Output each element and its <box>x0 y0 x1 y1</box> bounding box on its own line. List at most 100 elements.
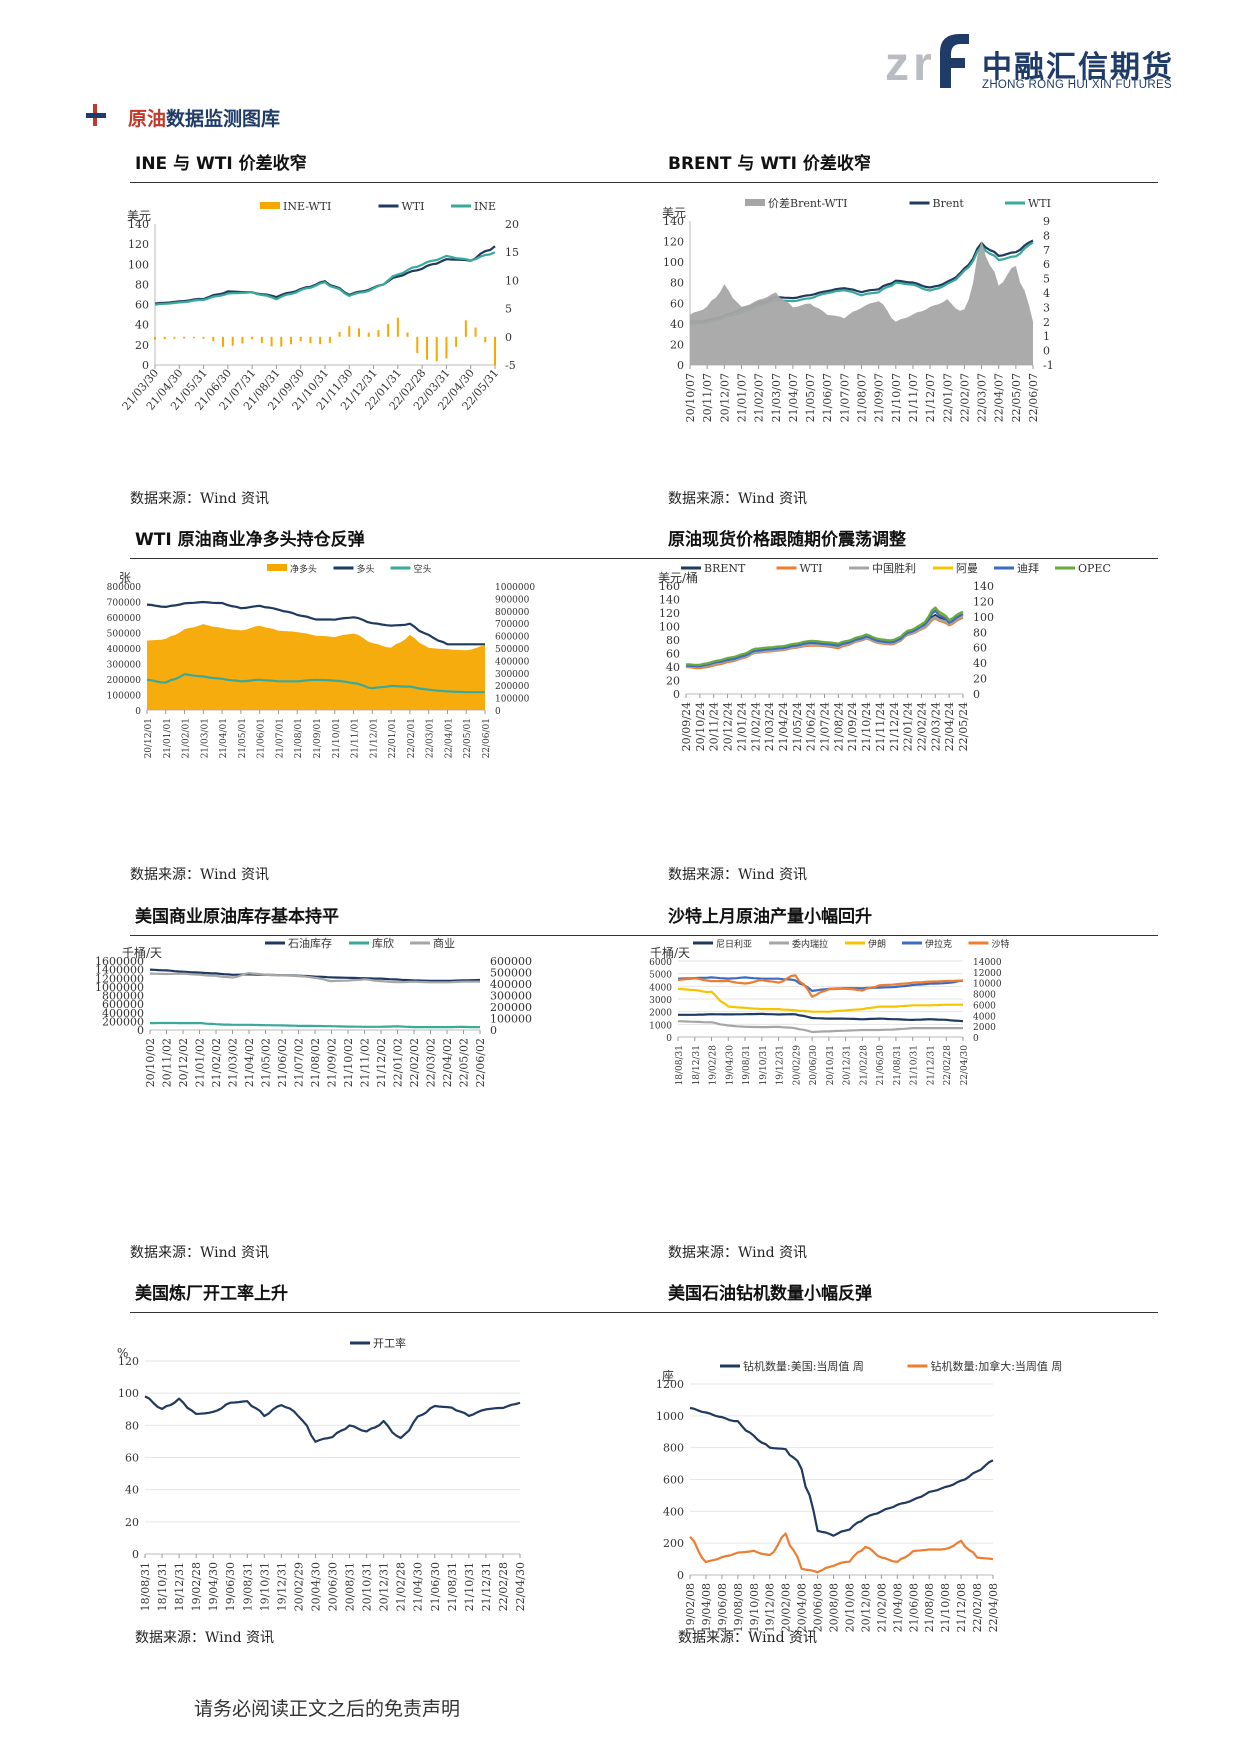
bar-mark <box>290 336 292 345</box>
y-tick-label: 100000 <box>107 692 142 702</box>
bar-mark <box>348 326 351 337</box>
bar-mark <box>474 327 477 337</box>
legend-label: 尼日利亚 <box>716 938 752 950</box>
x-tick-label: 19/04/30 <box>207 1562 220 1611</box>
line-series <box>146 673 485 694</box>
x-tick-label: 21/04/02 <box>243 1038 256 1087</box>
x-tick-label: 20/11/07 <box>701 373 714 422</box>
x-tick-label: 21/09/07 <box>873 373 886 422</box>
legend-label: WTI <box>1028 197 1051 210</box>
x-tick-label: 20/08/31 <box>344 1562 357 1611</box>
x-tick-label: 22/05/24 <box>957 702 970 751</box>
y2-tick-label: 100000 <box>490 1013 532 1026</box>
divider-row-2 <box>130 558 1158 559</box>
x-tick-label: 21/02/08 <box>875 1583 888 1632</box>
x-tick-label: 21/09/24 <box>846 702 859 751</box>
y-tick-label: 300000 <box>107 661 142 671</box>
bar-mark <box>416 336 419 354</box>
line-series <box>678 1012 964 1023</box>
x-tick-label: 21/11/24 <box>874 702 887 751</box>
legend-swatch <box>745 199 765 206</box>
x-tick-label: 21/10/07 <box>890 373 903 422</box>
x-tick-label: 21/03/01 <box>200 718 210 758</box>
x-tick-label: 20/10/24 <box>694 702 707 751</box>
y-tick-label: 200 <box>663 1537 684 1550</box>
divider-row-4 <box>130 1312 1158 1313</box>
x-tick-label: 21/06/30 <box>429 1562 442 1611</box>
y2-tick-label: 12000 <box>973 969 1002 979</box>
x-tick-label: 19/10/08 <box>748 1583 761 1632</box>
y2-tick-label: 140 <box>973 580 994 593</box>
x-tick-label: 21/07/01 <box>275 718 285 758</box>
y-tick-label: 400 <box>663 1505 684 1518</box>
x-tick-label: 21/09/02 <box>326 1038 339 1087</box>
x-tick-label: 22/04/02 <box>441 1038 454 1087</box>
bar-mark <box>270 336 273 347</box>
y2-tick-label: 600000 <box>495 633 530 643</box>
y-tick-label: 800000 <box>102 990 144 1003</box>
y-tick-label: 1000 <box>649 1021 672 1031</box>
line-series <box>685 606 964 666</box>
y-tick-label: 2000 <box>649 1009 672 1019</box>
x-tick-label: 21/01/24 <box>735 702 748 751</box>
x-tick-label: 22/03/24 <box>929 702 942 751</box>
x-tick-label: 21/08/01 <box>294 718 304 758</box>
x-tick-label: 21/01/02 <box>194 1038 207 1087</box>
y-tick-label: 1400000 <box>95 964 144 977</box>
x-tick-label: 18/10/31 <box>156 1562 169 1611</box>
y-tick-label: 800 <box>663 1442 684 1455</box>
x-tick-label: 19/12/08 <box>764 1583 777 1632</box>
x-tick-label: 22/03/07 <box>976 373 989 422</box>
y2-tick-label: 300000 <box>490 990 532 1003</box>
bar-mark <box>202 336 205 339</box>
y-axis-label: % <box>117 1346 128 1360</box>
x-tick-label: 21/10/24 <box>860 702 873 751</box>
x-tick-label: 22/02/28 <box>497 1562 510 1611</box>
y-tick-label: 6000 <box>649 958 672 968</box>
x-tick-label: 19/04/08 <box>700 1583 713 1632</box>
y2-tick-label: 8 <box>1043 229 1050 242</box>
y-tick-label: 40 <box>666 661 680 674</box>
bar-mark <box>212 336 215 342</box>
x-tick-label: 21/12/07 <box>924 373 937 422</box>
x-tick-label: 21/08/31 <box>893 1045 903 1085</box>
y-tick-label: 60 <box>135 299 149 312</box>
x-tick-label: 21/02/01 <box>182 718 192 758</box>
divider-row-1 <box>130 182 1158 183</box>
x-tick-label: 22/06/02 <box>474 1038 487 1087</box>
y2-tick-label: 1 <box>1043 330 1050 343</box>
source-note: 数据来源：Wind 资讯 <box>130 1245 270 1261</box>
bar-mark <box>387 323 390 337</box>
bar-mark <box>396 317 399 337</box>
bar-mark <box>299 336 302 342</box>
x-tick-label: 19/08/31 <box>742 1045 752 1085</box>
legend-label: 伊朗 <box>868 938 886 950</box>
x-tick-label: 20/10/08 <box>843 1583 856 1632</box>
y-tick-label: 120 <box>663 236 684 249</box>
x-tick-label: 21/02/07 <box>753 373 766 422</box>
bar-mark <box>319 336 322 345</box>
y-axis-label: 张 <box>119 571 131 585</box>
x-tick-label: 22/01/24 <box>902 702 915 751</box>
x-tick-label: 22/02/28 <box>943 1045 953 1086</box>
y-tick-label: 600000 <box>102 998 144 1011</box>
x-tick-label: 20/09/24 <box>680 702 693 751</box>
section-title: 原油数据监测图库 <box>128 104 280 131</box>
line-series <box>146 600 485 646</box>
line-series <box>154 251 496 306</box>
x-tick-label: 22/02/01 <box>407 718 417 758</box>
x-tick-label: 21/11/07 <box>907 373 920 422</box>
y-axis-label: 美元/桶 <box>658 570 698 585</box>
bar-mark <box>484 336 487 343</box>
x-tick-label: 20/04/30 <box>309 1562 322 1611</box>
x-tick-label: 21/04/30 <box>412 1562 425 1611</box>
x-tick-label: 20/10/31 <box>826 1045 836 1085</box>
legend-label: INE <box>474 200 496 213</box>
y2-tick-label: 2 <box>1043 316 1050 329</box>
x-tick-label: 20/06/08 <box>812 1583 825 1632</box>
legend-label: OPEC <box>1078 562 1111 575</box>
x-tick-label: 20/11/24 <box>708 702 721 751</box>
x-tick-label: 22/01/07 <box>941 373 954 422</box>
chart-title-spot-prices: 原油现货价格跟随期价震荡调整 <box>668 530 906 550</box>
x-tick-label: 21/12/24 <box>888 702 901 751</box>
